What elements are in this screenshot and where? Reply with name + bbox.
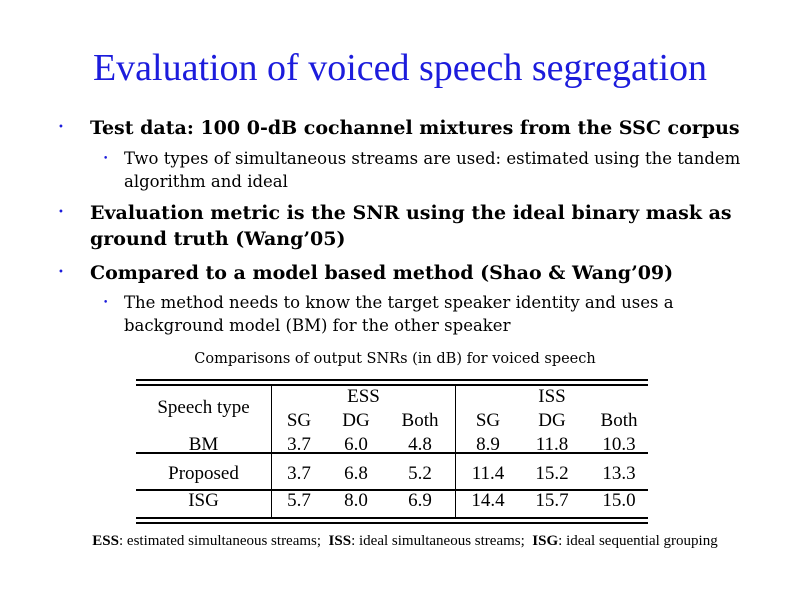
column-header: Both <box>600 410 638 431</box>
table-rule <box>136 489 648 491</box>
slide-title: Evaluation of voiced speech segregation <box>92 47 708 89</box>
table-cell: 11.8 <box>535 434 569 455</box>
table-cell: 13.3 <box>602 463 636 484</box>
table-cell: 6.8 <box>344 463 368 484</box>
column-header: DG <box>342 410 370 431</box>
column-header: SG <box>286 410 312 431</box>
table-cell: 5.7 <box>287 490 311 511</box>
row-label: Proposed <box>168 463 239 484</box>
table-cell: 15.0 <box>602 490 636 511</box>
bullet-icon: • <box>58 207 64 218</box>
table-cell: 4.8 <box>408 434 432 455</box>
table-rule <box>136 522 648 524</box>
bullet-3: Compared to a model based method (Shao &… <box>90 262 674 284</box>
table-cell: 8.9 <box>476 434 500 455</box>
table-cell: 15.7 <box>535 490 569 511</box>
table-cell: 15.2 <box>535 463 569 484</box>
table-cell: 11.4 <box>471 463 505 484</box>
group-header-iss: ISS <box>538 386 566 407</box>
bullet-1: Test data: 100 0-dB cochannel mixtures f… <box>90 117 740 139</box>
footnote-text: : ideal sequential grouping <box>558 533 718 549</box>
footnote: ESS: estimated simultaneous streams; ISS… <box>0 533 800 550</box>
column-header: DG <box>538 410 566 431</box>
table-divider <box>455 386 456 517</box>
abbr: ISG <box>532 533 559 549</box>
group-header-ess: ESS <box>347 386 380 407</box>
table-divider <box>271 386 272 517</box>
bullet-2: Evaluation metric is the SNR using the i… <box>90 202 732 250</box>
abbr: ISS <box>328 533 352 549</box>
table-cell: 6.9 <box>408 490 432 511</box>
table-rule <box>136 379 648 381</box>
sub-bullet-3: The method needs to know the target spea… <box>124 293 674 335</box>
row-label: ISG <box>188 490 219 511</box>
table-rule <box>136 517 648 519</box>
bullet-icon: • <box>58 122 64 133</box>
sub-bullet-1: Two types of simultaneous streams are us… <box>124 149 741 191</box>
table-rule <box>136 452 648 454</box>
table-cell: 3.7 <box>287 434 311 455</box>
table-caption: Comparisons of output SNRs (in dB) for v… <box>194 351 596 367</box>
footnote-text: : estimated simultaneous streams; <box>119 533 329 549</box>
row-label: BM <box>188 434 219 455</box>
sub-bullet-icon: • <box>103 298 109 308</box>
table-cell: 8.0 <box>344 490 368 511</box>
column-header: Both <box>401 410 439 431</box>
footnote-text: : ideal simultaneous streams; <box>351 533 533 549</box>
table-rule <box>136 384 648 386</box>
sub-bullet-icon: • <box>103 154 109 164</box>
bullet-icon: • <box>58 267 64 278</box>
table-cell: 10.3 <box>602 434 636 455</box>
table-cell: 6.0 <box>344 434 368 455</box>
table-cell: 3.7 <box>287 463 311 484</box>
table-cell: 5.2 <box>408 463 432 484</box>
row-header: Speech type <box>157 397 250 418</box>
abbr: ESS <box>92 533 119 549</box>
column-header: SG <box>475 410 501 431</box>
table-cell: 14.4 <box>471 490 505 511</box>
